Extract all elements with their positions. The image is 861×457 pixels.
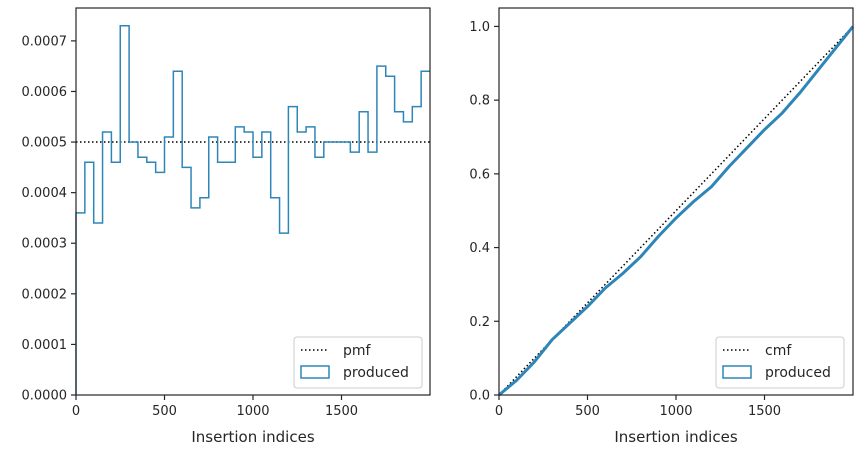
- x-tick-label: 500: [152, 404, 177, 419]
- x-tick-label: 1500: [325, 404, 358, 419]
- cmf-line-panel: 0 500 1000 1500 0.0 0.2 0.4 0.6 0.8 1.0 Insertio…: [469, 7, 855, 446]
- pmf-histogram-panel: 0 500 1000 1500 0.00000.00010.00020.00030.0…: [22, 7, 431, 446]
- produced-histogram-series: [75, 24, 430, 395]
- pmf-legend-label: pmf: [343, 343, 372, 359]
- y-tick-label: 0.0001: [22, 338, 68, 353]
- produced-cumulative-line: [498, 25, 855, 397]
- cmf-x-tick-labels: 0 500 1000 1500: [495, 404, 781, 419]
- pmf-x-tick-labels: 0 500 1000 1500: [72, 404, 358, 419]
- cmf-y-tick-labels: 0.0 0.2 0.4 0.6 0.8 1.0: [469, 20, 490, 404]
- produced-cumulative-legend-label: produced: [765, 365, 831, 381]
- cmf-x-axis-label: Insertion indices: [614, 428, 737, 446]
- pmf-legend: pmf produced: [293, 336, 423, 389]
- x-tick-label: 0: [495, 404, 503, 419]
- x-tick-label: 1000: [659, 404, 692, 419]
- x-tick-label: 1500: [748, 404, 781, 419]
- produced-legend-swatch: [300, 365, 330, 379]
- x-tick-label: 1000: [236, 404, 269, 419]
- y-tick-label: 0.8: [469, 94, 490, 109]
- y-tick-label: 0.0000: [22, 389, 68, 404]
- y-tick-label: 1.0: [469, 20, 490, 35]
- y-tick-label: 0.0006: [22, 85, 68, 100]
- produced-cumulative-legend-swatch: [722, 365, 752, 379]
- produced-legend-label: produced: [343, 365, 409, 381]
- y-tick-label: 0.0007: [22, 34, 68, 49]
- y-tick-label: 0.0002: [22, 287, 68, 302]
- y-tick-label: 0.2: [469, 315, 490, 330]
- pmf-x-axis-label: Insertion indices: [191, 428, 314, 446]
- cmf-plot-frame: [498, 7, 854, 396]
- y-tick-label: 0.0003: [22, 237, 68, 252]
- pmf-y-tick-labels: 0.0000 0.0001 0.0002 0.0003 0.0004 0.0005 0.00…: [22, 34, 68, 403]
- cmf-tick-marks: [494, 25, 766, 400]
- cmf-legend: cmf produced: [715, 336, 845, 389]
- x-tick-label: 0: [72, 404, 80, 419]
- x-tick-label: 500: [575, 404, 600, 419]
- pmf-plot-frame: [75, 7, 431, 396]
- cmf-legend-label: cmf: [765, 343, 792, 359]
- pmf-tick-marks: [71, 40, 343, 400]
- produced-cumulative-series: [498, 25, 855, 397]
- y-tick-label: 0.0004: [22, 186, 68, 201]
- y-tick-label: 0.0: [469, 389, 490, 404]
- produced-histogram-outline: [75, 24, 430, 395]
- y-tick-label: 0.0005: [22, 136, 68, 151]
- y-tick-label: 0.6: [469, 167, 490, 182]
- y-tick-label: 0.4: [469, 241, 490, 256]
